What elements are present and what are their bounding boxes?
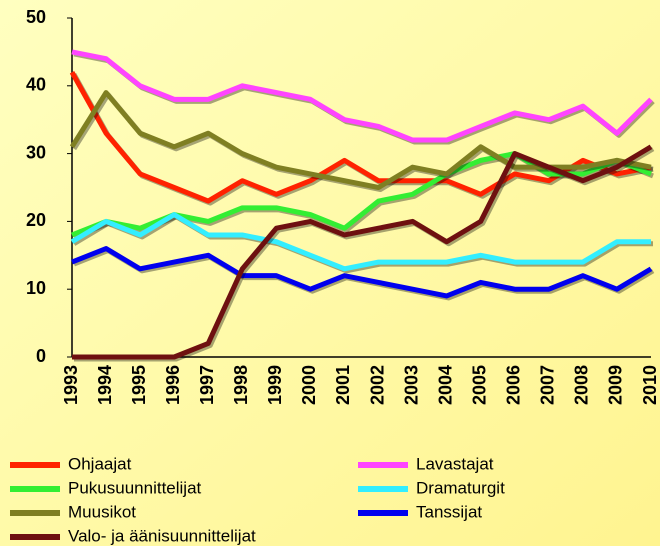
x-tick-label: 1999 [265,365,285,405]
x-tick-label: 2004 [435,365,455,405]
y-tick-label: 50 [26,7,46,27]
legend-label: Tanssijat [416,502,482,521]
y-tick-label: 10 [26,278,46,298]
x-tick-label: 2005 [469,365,489,405]
legend-label: Pukusuunnittelijat [68,478,202,497]
x-tick-label: 2008 [572,365,592,405]
series-line [70,212,651,272]
x-tick-label: 2006 [504,365,524,405]
legend-label: Lavastajat [416,454,494,473]
x-tick-label: 2000 [299,365,319,405]
x-tick-label: 1998 [231,365,251,405]
x-tick-label: 2009 [606,365,626,405]
x-tick-label: 1993 [61,365,81,405]
x-tick-label: 2003 [401,365,421,405]
x-tick-label: 2007 [538,365,558,405]
y-tick-label: 40 [26,75,46,95]
series-line [71,49,653,143]
x-tick-label: 2001 [333,365,353,405]
x-tick-label: 1994 [95,365,115,405]
x-tick-label: 1995 [129,365,149,405]
x-tick-label: 1997 [197,365,217,405]
y-tick-label: 30 [26,142,46,162]
series-line [71,246,653,299]
x-tick-label: 1996 [163,365,183,405]
series-line [69,71,652,204]
legend-label: Ohjaajat [68,454,132,473]
y-tick-label: 20 [26,210,46,230]
legend-label: Dramaturgit [416,478,505,497]
series-line [72,144,653,360]
y-tick-label: 0 [36,346,46,366]
legend-label: Valo- ja äänisuunnittelijat [68,526,256,545]
x-tick-label: 2010 [640,365,660,405]
x-tick-label: 2002 [367,365,387,405]
legend-label: Muusikot [68,502,136,521]
